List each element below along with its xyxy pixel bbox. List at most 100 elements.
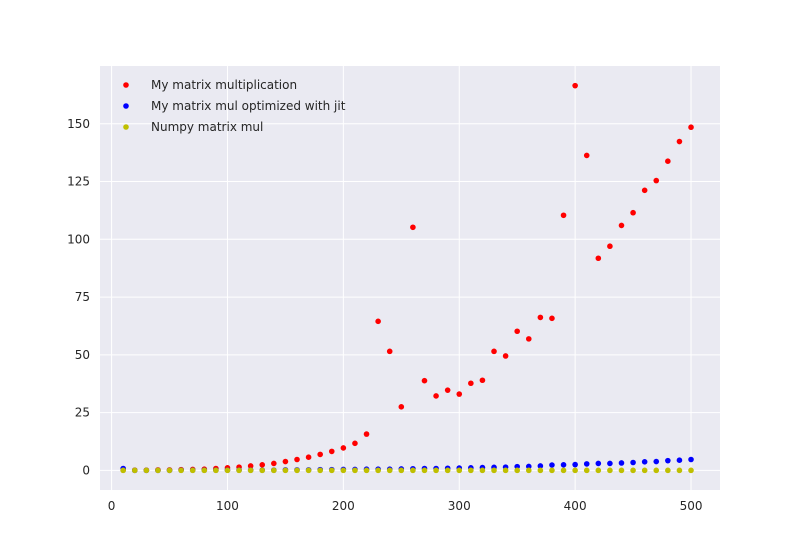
data-point	[583, 461, 590, 467]
x-tick-label: 300	[448, 499, 471, 513]
data-point	[676, 457, 683, 463]
data-point	[607, 467, 613, 474]
plot-area	[100, 66, 720, 490]
data-point	[375, 318, 381, 325]
y-tick-label: 100	[67, 232, 90, 246]
data-point	[479, 467, 486, 474]
data-point	[352, 467, 358, 474]
data-point	[398, 467, 405, 474]
data-point	[595, 460, 602, 467]
data-point	[189, 467, 196, 474]
data-point	[641, 467, 648, 474]
data-point	[641, 187, 648, 194]
legend: My matrix multiplication My matrix mul op…	[123, 78, 346, 134]
legend-label: My matrix mul optimized with jit	[151, 99, 346, 113]
legend-marker	[123, 82, 129, 88]
data-point	[653, 458, 660, 465]
x-tick-label: 100	[216, 499, 239, 513]
data-point	[560, 467, 567, 474]
data-point	[328, 467, 335, 474]
data-point	[595, 467, 602, 474]
y-tick-label: 0	[82, 463, 90, 477]
data-point	[514, 467, 520, 474]
data-point	[305, 454, 312, 460]
legend-label: My matrix multiplication	[151, 78, 297, 92]
data-point	[131, 467, 138, 474]
data-point	[363, 431, 370, 437]
data-point	[676, 467, 683, 474]
data-point	[572, 467, 578, 474]
data-point	[294, 467, 300, 474]
data-point	[271, 467, 277, 474]
data-point	[537, 467, 544, 474]
data-point	[630, 459, 636, 466]
data-point	[340, 445, 347, 451]
data-point	[120, 467, 126, 474]
data-point	[630, 209, 636, 216]
series-3-points	[120, 467, 694, 474]
data-point	[317, 467, 323, 474]
tick-labels: 0 100 200 300 400 500 0 25 50 75 100 125 150	[67, 117, 702, 513]
x-tick-label: 200	[332, 499, 355, 513]
data-point	[259, 467, 266, 474]
data-point	[491, 467, 497, 474]
data-point	[560, 212, 567, 219]
data-point	[502, 467, 509, 474]
data-point	[676, 138, 683, 145]
data-point	[595, 255, 602, 262]
data-point	[456, 467, 463, 474]
data-point	[525, 467, 532, 474]
data-point	[201, 467, 208, 474]
data-point	[549, 462, 555, 468]
data-point	[549, 315, 555, 322]
data-point	[375, 467, 381, 474]
data-point	[491, 348, 497, 355]
data-point	[665, 467, 671, 474]
data-point	[352, 440, 358, 447]
y-tick-label: 125	[67, 175, 90, 189]
data-point	[340, 467, 347, 474]
data-point	[421, 377, 428, 384]
data-points	[120, 82, 694, 474]
data-point	[305, 467, 312, 474]
y-tick-label: 150	[67, 117, 90, 131]
data-point	[502, 353, 509, 359]
data-point	[468, 467, 474, 474]
data-point	[688, 124, 694, 131]
data-point	[525, 336, 532, 342]
data-point	[444, 387, 451, 393]
data-point	[618, 222, 625, 229]
data-point	[294, 456, 300, 463]
data-point	[155, 467, 161, 474]
data-point	[653, 467, 660, 474]
data-point	[688, 456, 694, 463]
data-point	[386, 348, 393, 355]
data-point	[630, 467, 636, 474]
data-point	[271, 460, 277, 467]
data-point	[618, 467, 625, 474]
data-point	[247, 463, 254, 469]
data-point	[166, 467, 173, 474]
x-tick-label: 0	[108, 499, 116, 513]
data-point	[653, 177, 660, 184]
y-tick-label: 50	[75, 348, 90, 362]
y-tick-label: 25	[75, 406, 90, 420]
data-point	[572, 461, 578, 468]
legend-label: Numpy matrix mul	[151, 120, 263, 134]
data-point	[618, 460, 625, 466]
data-point	[178, 467, 184, 474]
x-tick-label: 400	[564, 499, 587, 513]
data-point	[224, 467, 231, 474]
data-point	[537, 314, 544, 321]
data-point	[282, 467, 289, 474]
data-point	[328, 448, 335, 455]
data-point	[479, 377, 486, 384]
data-point	[468, 380, 474, 387]
data-point	[398, 404, 405, 410]
data-point	[665, 158, 671, 164]
data-point	[607, 460, 613, 467]
legend-marker	[123, 124, 129, 130]
data-point	[456, 391, 463, 397]
